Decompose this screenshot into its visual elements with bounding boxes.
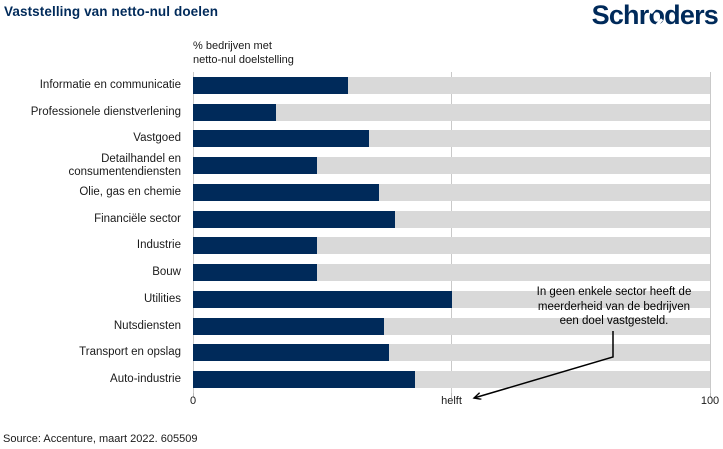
bar-track <box>193 130 710 148</box>
bar-track <box>193 237 710 255</box>
axis-tick <box>709 393 711 398</box>
bar-fill <box>193 76 349 94</box>
bar-track <box>193 371 710 389</box>
bar-track <box>193 183 710 201</box>
chart-row <box>193 179 710 206</box>
bar-fill <box>193 210 395 228</box>
gridline <box>451 72 452 393</box>
category-label: Bouw <box>152 266 181 279</box>
axis-caption: % bedrijven met netto-nul doelstelling <box>193 39 294 67</box>
chart-row <box>193 286 710 313</box>
bar-track <box>193 264 710 282</box>
axis-caption-line1: % bedrijven met <box>193 40 272 52</box>
bar-track <box>193 210 710 228</box>
chart-row <box>193 259 710 286</box>
category-label: Auto-industrie <box>110 373 181 386</box>
annotation-line2: meerderheid van de bedrijven <box>537 300 691 313</box>
bar-track <box>193 157 710 175</box>
annotation-line3: een doel vastgesteld. <box>559 315 669 327</box>
chart-row <box>193 99 710 126</box>
axis-tick <box>192 393 194 398</box>
bar-fill <box>193 317 385 335</box>
chart-row <box>193 366 710 393</box>
category-label: Olie, gas en chemie <box>79 185 181 198</box>
page-title: Vaststelling van netto-nul doelen <box>4 4 219 19</box>
bar-track <box>193 317 710 335</box>
logo-text-part1: Schr <box>591 0 650 30</box>
category-label: Informatie en communicatie <box>39 78 181 91</box>
gridline <box>192 72 194 393</box>
annotation-line1: In geen enkele sector heeft de <box>536 286 692 298</box>
bar-track <box>193 103 710 121</box>
bar-fill <box>193 290 452 308</box>
plot-rows <box>193 72 710 393</box>
x-axis-tick-label: 100 <box>700 395 720 407</box>
bar-fill <box>193 183 380 201</box>
category-label: Nutsdiensten <box>113 319 181 332</box>
chart-row <box>193 126 710 153</box>
category-label: Detailhandel en consumentendiensten <box>68 152 181 178</box>
category-label: Financiële sector <box>94 212 181 225</box>
bar-fill <box>193 157 318 175</box>
chart-row <box>193 152 710 179</box>
logo-stylized-o-icon: o <box>648 0 665 30</box>
category-labels: Informatie en communicatie Professionele … <box>0 72 187 393</box>
x-axis-tick-label: 0 <box>189 395 197 407</box>
logo-text-part2: ders <box>664 0 719 30</box>
axis-tick <box>451 393 452 398</box>
chart-plot-area <box>192 72 711 398</box>
bar-fill <box>193 103 276 121</box>
bar-fill <box>193 371 416 389</box>
chart-row <box>193 72 710 99</box>
gridline <box>709 72 711 393</box>
category-label: Vastgoed <box>133 132 181 145</box>
bar-track <box>193 344 710 362</box>
source-text: Source: Accenture, maart 2022. 605509 <box>3 433 198 445</box>
category-label: Utilities <box>143 292 181 305</box>
chart-row <box>193 206 710 233</box>
category-label: Professionele dienstverlening <box>30 105 181 118</box>
category-label: Industrie <box>136 239 181 252</box>
schroders-logo: Schroders <box>591 0 719 31</box>
bar-track <box>193 76 710 94</box>
chart-row <box>193 340 710 367</box>
category-label: Transport en opslag <box>79 346 181 359</box>
chart-row <box>193 233 710 260</box>
bar-fill <box>193 344 390 362</box>
chart-annotation: In geen enkele sector heeft de meerderhe… <box>513 285 715 329</box>
bar-fill <box>193 264 318 282</box>
axis-caption-line2: netto-nul doelstelling <box>193 54 294 66</box>
bar-fill <box>193 130 369 148</box>
bar-track <box>193 290 710 308</box>
x-axis-tick-label: helft <box>441 395 462 407</box>
chart-row <box>193 313 710 340</box>
bar-fill <box>193 237 318 255</box>
